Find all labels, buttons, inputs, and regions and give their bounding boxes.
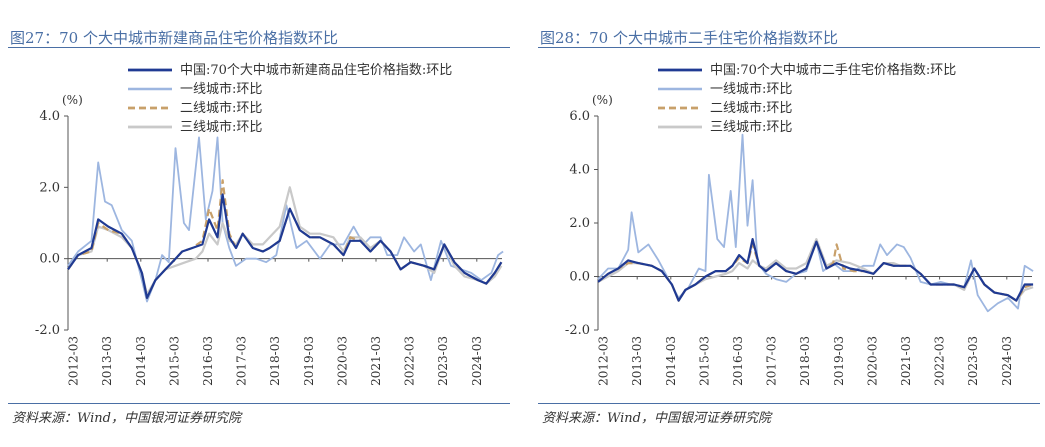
legend-label: 三线城市:环比 — [710, 119, 792, 135]
series-line-3 — [67, 186, 503, 296]
x-tick-label: 2017-03 — [765, 336, 779, 386]
x-tick-label: 2013-03 — [100, 336, 114, 386]
x-tick-label: 2022-03 — [403, 336, 417, 386]
x-tick-label: 2018-03 — [268, 336, 282, 386]
y-tick-label: 2.0 — [569, 216, 590, 231]
x-tick-label: 2012-03 — [67, 336, 81, 386]
source-divider — [538, 403, 1040, 404]
figure-title: 图27：70 个大中城市新建商品住宅价格指数环比 — [10, 29, 338, 47]
series-line-0 — [597, 238, 1034, 302]
source-note: 资料来源：Wind，中国银河证券研究院 — [12, 411, 241, 426]
x-tick-label: 2023-03 — [436, 336, 450, 386]
legend-label: 中国:70个大中城市新建商品住宅价格指数:环比 — [180, 62, 452, 78]
x-tick-label: 2015-03 — [697, 336, 711, 386]
title-divider — [8, 47, 510, 48]
x-tick-label: 2024-03 — [470, 336, 484, 386]
y-tick-label: 0.0 — [39, 252, 60, 267]
legend-label: 一线城市:环比 — [710, 81, 792, 97]
unit-label: (%) — [592, 93, 613, 107]
legend-label: 中国:70个大中城市二手住宅价格指数:环比 — [710, 62, 956, 78]
series-line-0 — [67, 193, 503, 299]
source-note: 资料来源：Wind，中国银河证券研究院 — [542, 411, 771, 426]
source-divider — [8, 403, 510, 404]
series-line-2 — [67, 179, 503, 299]
x-tick-label: 2020-03 — [335, 336, 349, 386]
line-chart-second-hand: (%) -2.0 0.0 2.0 4.0 6.0 2012-03 2013-03 2014-03… — [565, 62, 1034, 386]
y-tick-label: -2.0 — [565, 323, 590, 338]
x-tick-label: 2022-03 — [933, 336, 947, 386]
line-chart-new-homes: (%) -2.0 0.0 2.0 4.0 2012-03 2013-03 2014-03 201… — [35, 62, 504, 386]
series-line-1 — [597, 133, 1034, 313]
x-tick-label: 2019-03 — [832, 336, 846, 386]
x-tick-label: 2019-03 — [302, 336, 316, 386]
x-tick-label: 2012-03 — [597, 336, 611, 386]
y-tick-label: 0.0 — [569, 270, 590, 285]
x-tick-label: 2023-03 — [966, 336, 980, 386]
x-tick-label: 2015-03 — [167, 336, 181, 386]
x-tick-label: 2017-03 — [235, 336, 249, 386]
legend-label: 二线城市:环比 — [710, 100, 792, 116]
x-tick-label: 2021-03 — [899, 336, 913, 386]
x-tick-label: 2013-03 — [630, 336, 644, 386]
y-tick-label: 6.0 — [569, 109, 590, 124]
figure-title: 图28：70 个大中城市二手住宅价格指数环比 — [540, 29, 838, 47]
x-tick-label: 2014-03 — [134, 336, 148, 386]
y-tick-label: 4.0 — [39, 109, 60, 124]
x-tick-label: 2016-03 — [201, 336, 215, 386]
x-tick-label: 2020-03 — [865, 336, 879, 386]
legend-label: 一线城市:环比 — [180, 81, 262, 97]
legend-label: 二线城市:环比 — [180, 100, 262, 116]
x-tick-label: 2021-03 — [369, 336, 383, 386]
unit-label: (%) — [62, 93, 83, 107]
x-tick-label: 2014-03 — [664, 336, 678, 386]
title-divider — [538, 47, 1040, 48]
chart-panel-new-homes: 图27：70 个大中城市新建商品住宅价格指数环比 (%) -2.0 0.0 2.0 4.… — [0, 0, 515, 447]
legend-label: 三线城市:环比 — [180, 119, 262, 135]
x-tick-label: 2018-03 — [798, 336, 812, 386]
chart-panel-second-hand: 图28：70 个大中城市二手住宅价格指数环比 (%) -2.0 0.0 2.0 4.0 6… — [530, 0, 1045, 447]
x-tick-label: 2024-03 — [1000, 336, 1014, 386]
y-tick-label: -2.0 — [35, 323, 60, 338]
x-tick-label: 2016-03 — [731, 336, 745, 386]
y-tick-label: 4.0 — [569, 163, 590, 178]
y-tick-label: 2.0 — [39, 180, 60, 195]
